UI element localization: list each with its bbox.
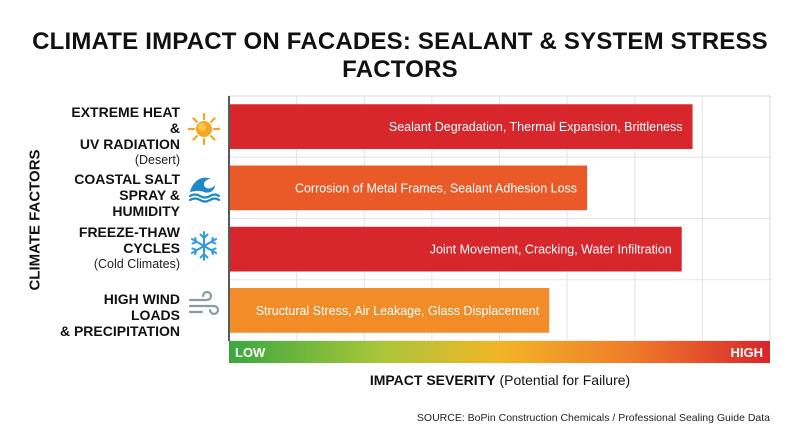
bar-3: [230, 288, 550, 333]
scale-low-label: LOW: [235, 345, 266, 360]
x-axis-title-rest: (Potential for Failure): [495, 372, 631, 388]
bar-1: [230, 165, 588, 211]
source-note: SOURCE: BoPin Construction Chemicals / P…: [416, 412, 770, 424]
scale-high-label: HIGH: [731, 345, 764, 360]
severity-scale-bar: [229, 341, 770, 363]
wave-icon: [188, 177, 221, 203]
category-label-1: COASTAL SALT SPRAY & HUMIDITY: [74, 171, 180, 219]
bar-2: [230, 226, 682, 272]
bar-label-1: Corrosion of Metal Frames, Sealant Adhes…: [295, 181, 577, 195]
bar-label-3: Structural Stress, Air Leakage, Glass Di…: [256, 304, 540, 318]
bar-label-2: Joint Movement, Cracking, Water Infiltra…: [430, 243, 672, 257]
category-label-3: HIGH WIND LOADS & PRECIPITATION: [59, 291, 180, 339]
bar-0: [230, 104, 693, 149]
category-label-2: FREEZE-THAW CYCLES (Cold Climates): [78, 224, 180, 271]
bar-label-0: Sealant Degradation, Thermal Expansion, …: [389, 120, 683, 134]
x-axis-title-bold: IMPACT SEVERITY: [369, 372, 496, 388]
sun-icon: [187, 112, 221, 146]
wind-icon: [188, 290, 220, 316]
x-axis-title: IMPACT SEVERITY (Potential for Failure): [230, 372, 770, 388]
category-label-0: EXTREME HEAT & UV RADIATION (Desert): [71, 104, 180, 167]
snowflake-icon: [190, 231, 218, 261]
chart-title: CLIMATE IMPACT ON FACADES: SEALANT & SYS…: [32, 28, 768, 83]
